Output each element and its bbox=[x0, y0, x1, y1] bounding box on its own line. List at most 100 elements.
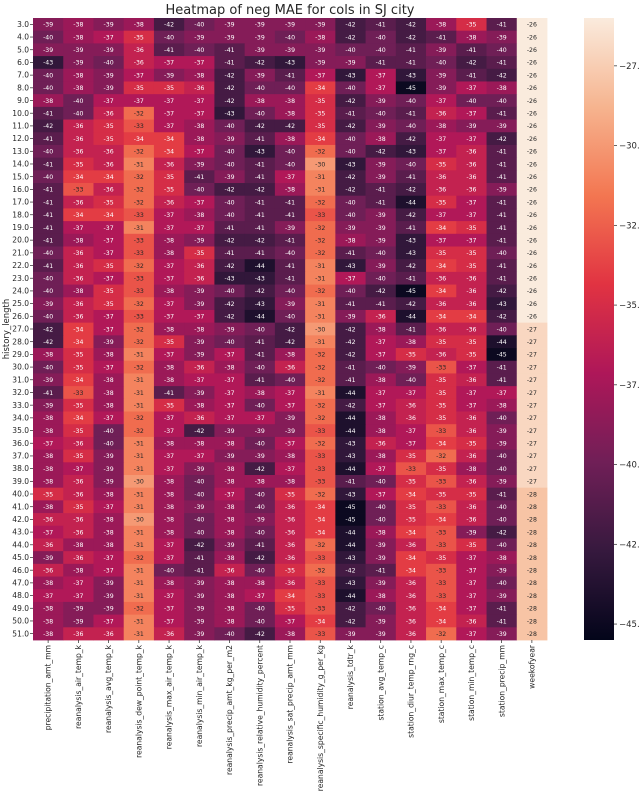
heatmap-cell bbox=[486, 119, 518, 133]
cell-value-label: -40 bbox=[255, 606, 265, 613]
heatmap-cell bbox=[305, 271, 336, 285]
heatmap-cell bbox=[456, 271, 487, 285]
heatmap-cell bbox=[516, 195, 548, 209]
heatmap-cell bbox=[274, 551, 306, 565]
cell-value-label: -41 bbox=[255, 250, 265, 257]
heatmap-cell bbox=[486, 487, 518, 501]
cell-value-label: -40 bbox=[285, 149, 295, 156]
heatmap-cell bbox=[395, 195, 427, 209]
cell-value-label: -42 bbox=[406, 212, 416, 219]
cell-value-label: -39 bbox=[43, 555, 53, 562]
heatmap-cell bbox=[365, 563, 397, 577]
cell-value-label: -40 bbox=[224, 339, 234, 346]
heatmap-cell bbox=[63, 132, 94, 146]
heatmap-cell bbox=[184, 386, 215, 400]
cell-value-label: -42 bbox=[406, 22, 416, 29]
heatmap-cell bbox=[486, 144, 518, 159]
heatmap-cell bbox=[153, 132, 185, 146]
heatmap-cell bbox=[153, 233, 185, 247]
cell-value-label: -38 bbox=[73, 72, 83, 79]
heatmap-cell bbox=[365, 183, 397, 197]
heatmap-cell bbox=[214, 284, 246, 298]
heatmap-cell bbox=[365, 132, 397, 146]
heatmap-cell bbox=[335, 449, 366, 463]
x-tick-label: reanalysis_sat_precip_amt_mm bbox=[286, 645, 295, 764]
cell-value-label: -34 bbox=[315, 529, 325, 536]
heatmap-cell bbox=[426, 563, 457, 577]
heatmap-cell bbox=[153, 195, 185, 209]
cell-value-label: -39 bbox=[315, 47, 325, 54]
cell-value-label: -35 bbox=[436, 390, 446, 397]
cell-value-label: -37 bbox=[104, 567, 114, 574]
heatmap-cell bbox=[486, 627, 518, 641]
cell-value-label: -40 bbox=[345, 47, 355, 54]
heatmap-cell bbox=[153, 538, 185, 552]
heatmap-cell bbox=[365, 221, 397, 235]
heatmap-cell bbox=[153, 525, 185, 539]
cell-value-label: -36 bbox=[73, 517, 83, 524]
heatmap-cell bbox=[33, 56, 64, 70]
cell-value-label: -39 bbox=[224, 542, 234, 549]
heatmap-cell bbox=[486, 233, 518, 247]
heatmap-cell bbox=[516, 335, 548, 349]
cell-value-label: -39 bbox=[104, 47, 114, 54]
cell-value-label: -33 bbox=[134, 250, 144, 257]
x-tick-label: precipitation_amt_mm bbox=[44, 645, 53, 730]
y-tick-label: 5.0 bbox=[17, 45, 29, 54]
cell-value-label: -37 bbox=[466, 212, 476, 219]
y-tick-label: 27.0 bbox=[12, 325, 29, 334]
heatmap-cell bbox=[63, 487, 94, 501]
heatmap-cell bbox=[33, 614, 64, 628]
heatmap-cell bbox=[153, 398, 185, 412]
cell-value-label: -43 bbox=[224, 276, 234, 283]
heatmap-cell bbox=[214, 56, 246, 70]
cell-value-label: -41 bbox=[224, 250, 234, 257]
heatmap-cell bbox=[184, 576, 215, 590]
y-tick-label: 16.0 bbox=[12, 185, 29, 194]
cell-value-label: -38 bbox=[194, 72, 204, 79]
heatmap-cell bbox=[365, 233, 397, 247]
heatmap-cell bbox=[274, 627, 306, 641]
cell-value-label: -26 bbox=[527, 263, 537, 270]
cell-value-label: -38 bbox=[164, 237, 174, 244]
cell-value-label: -33 bbox=[315, 555, 325, 562]
cell-value-label: -38 bbox=[224, 593, 234, 600]
cell-value-label: -42 bbox=[345, 606, 355, 613]
cell-value-label: -38 bbox=[134, 22, 144, 29]
heatmap-cell bbox=[184, 335, 215, 349]
heatmap-cell bbox=[93, 551, 125, 565]
heatmap-cell bbox=[305, 81, 336, 95]
heatmap-cell bbox=[244, 551, 276, 565]
cell-value-label: -40 bbox=[224, 149, 234, 156]
heatmap-cell bbox=[214, 119, 246, 133]
cell-value-label: -40 bbox=[255, 491, 265, 498]
cell-value-label: -33 bbox=[134, 288, 144, 295]
cell-value-label: -31 bbox=[134, 161, 144, 168]
heatmap-cell bbox=[93, 297, 125, 311]
cell-value-label: -32 bbox=[315, 288, 325, 295]
heatmap-cell bbox=[335, 538, 366, 552]
cell-value-label: -37 bbox=[194, 377, 204, 384]
heatmap-cell bbox=[123, 43, 155, 57]
heatmap-cell bbox=[123, 221, 155, 235]
cell-value-label: -37 bbox=[255, 593, 265, 600]
y-tick-label: 9.0 bbox=[17, 96, 29, 105]
heatmap-cell bbox=[123, 119, 155, 133]
cell-value-label: -36 bbox=[194, 263, 204, 270]
heatmap-cell bbox=[305, 195, 336, 209]
heatmap-cell bbox=[274, 411, 306, 425]
y-tick-label: 26.0 bbox=[12, 312, 29, 321]
y-tick-label: 47.0 bbox=[12, 578, 29, 587]
heatmap-cell bbox=[274, 335, 306, 349]
cell-value-label: -31 bbox=[134, 504, 144, 511]
cell-value-label: -39 bbox=[73, 60, 83, 67]
heatmap-cell bbox=[274, 449, 306, 463]
heatmap-cell bbox=[395, 208, 427, 222]
cell-value-label: -32 bbox=[436, 453, 446, 460]
heatmap-cell bbox=[214, 309, 246, 324]
cell-value-label: -38 bbox=[104, 529, 114, 536]
cell-value-label: -41 bbox=[497, 60, 507, 67]
cell-value-label: -39 bbox=[104, 580, 114, 587]
heatmap-cell bbox=[214, 335, 246, 349]
heatmap-cell bbox=[456, 106, 487, 120]
